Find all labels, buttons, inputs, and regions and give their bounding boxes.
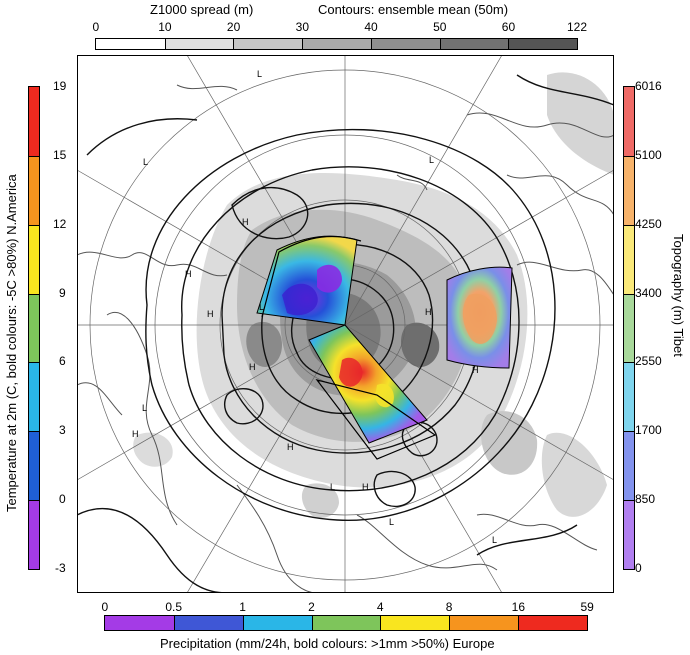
left-ticks-label: 0: [59, 492, 66, 507]
low-pressure-marker: L: [143, 157, 148, 167]
right-bar-segment: [624, 87, 634, 156]
bottom-bar-segment: [105, 616, 174, 630]
high-pressure-marker: H: [207, 309, 214, 319]
top-colorbar: [95, 38, 578, 50]
bottom-ticks-label: 0: [101, 600, 109, 614]
bottom-ticks-label: 59: [580, 600, 594, 614]
left-bar-segment: [29, 500, 39, 569]
top-ticks-label: 10: [158, 20, 172, 34]
top-ticks-label: 0: [92, 20, 100, 34]
right-bar-segment: [624, 500, 634, 569]
bottom-colorbar-ticks: 0 0.5 1 2 4 8 16 59: [0, 600, 690, 616]
right-ticks-label: 3400: [635, 285, 662, 300]
left-ticks-label: 19: [53, 79, 67, 93]
left-bar-segment: [29, 431, 39, 501]
polar-map-svg: L L L L L L L L H H H H H H H H H: [77, 55, 614, 593]
left-ticks-label: 3: [59, 423, 66, 438]
right-ticks-label: 850: [635, 492, 656, 507]
right-ticks-label: 1700: [635, 423, 662, 438]
top-ticks-label: 60: [501, 20, 516, 34]
high-pressure-marker: H: [472, 365, 479, 375]
top-bar-segment: [370, 39, 440, 49]
right-ticks-label: 0: [635, 561, 642, 575]
high-pressure-marker: H: [249, 362, 256, 372]
left-colorbar-label: Temperature at 2m (C, bold colours: -5C …: [4, 174, 19, 512]
right-colorbar-label: Topography (m) Tibet: [671, 234, 686, 357]
right-colorbar-ticks: 6016 5100 4250 3400 2550 1700 850 0: [620, 0, 690, 655]
bottom-ticks-label: 8: [445, 600, 453, 614]
right-bar-segment: [624, 224, 634, 294]
bottom-bar-segment: [242, 616, 312, 630]
tibet-sector: [446, 266, 513, 369]
polar-map: L L L L L L L L H H H H H H H H H: [77, 55, 614, 593]
left-ticks-label: 15: [53, 147, 67, 162]
spread-title: Z1000 spread (m): [150, 2, 254, 17]
top-bar-segment: [164, 39, 234, 49]
low-pressure-marker: L: [142, 403, 147, 413]
top-colorbar-ticks: 0 10 20 30 40 50 60 122: [0, 20, 690, 36]
low-pressure-marker: L: [429, 155, 434, 165]
bottom-bar-segment: [380, 616, 450, 630]
left-colorbar: [28, 86, 40, 570]
top-ticks-label: 20: [226, 20, 241, 34]
high-pressure-marker: H: [132, 429, 139, 439]
sector-outlines: [261, 235, 437, 460]
bottom-bar-segment: [449, 616, 519, 630]
left-bar-segment: [29, 87, 39, 156]
top-ticks-label: 40: [364, 20, 378, 34]
high-pressure-marker: H: [287, 442, 294, 452]
left-ticks-label: 9: [59, 285, 66, 300]
bottom-ticks-label: 2: [308, 600, 315, 614]
right-bar-segment: [624, 431, 634, 501]
bottom-ticks-label: 1: [239, 600, 246, 614]
low-pressure-marker: L: [389, 517, 394, 527]
high-pressure-marker: H: [362, 482, 369, 492]
left-colorbar-ticks: 19 15 12 9 6 3 0 -3: [0, 0, 66, 655]
top-bar-segment: [439, 39, 509, 49]
right-colorbar: [623, 86, 635, 570]
bottom-ticks-label: 0.5: [165, 600, 183, 614]
right-ticks-label: 6016: [635, 79, 662, 93]
top-bar-segment: [508, 39, 577, 49]
top-bar-segment: [96, 39, 165, 49]
top-ticks-label: 122: [567, 20, 588, 34]
bottom-ticks-label: 4: [376, 600, 384, 614]
right-ticks-label: 4250: [635, 216, 662, 231]
right-ticks-label: 5100: [635, 147, 662, 162]
left-ticks-label: 12: [53, 216, 67, 231]
bottom-ticks-label: 16: [511, 600, 525, 614]
right-bar-segment: [624, 362, 634, 432]
left-ticks-label: -3: [55, 561, 66, 575]
coastlines: [77, 84, 614, 593]
low-pressure-marker: L: [259, 302, 264, 312]
bottom-colorbar: [104, 615, 588, 631]
bottom-colorbar-label: Precipitation (mm/24h, bold colours: >1m…: [160, 636, 495, 651]
bottom-bar-segment: [311, 616, 381, 630]
left-bar-segment: [29, 155, 39, 225]
right-ticks-label: 2550: [635, 354, 662, 369]
map-frame: [77, 55, 614, 593]
low-pressure-marker: L: [330, 482, 335, 492]
right-bar-segment: [624, 155, 634, 225]
contours-title: Contours: ensemble mean (50m): [318, 2, 509, 17]
high-pressure-marker: H: [425, 307, 432, 317]
top-ticks-label: 30: [295, 20, 309, 34]
bottom-bar-segment: [518, 616, 587, 630]
top-ticks-label: 50: [433, 20, 447, 34]
high-pressure-marker: H: [185, 269, 192, 279]
right-bar-segment: [624, 293, 634, 363]
left-bar-segment: [29, 224, 39, 294]
left-bar-segment: [29, 293, 39, 363]
left-ticks-label: 6: [59, 354, 66, 369]
pressure-markers: L L L L L L L L H H H H H H H H H: [132, 69, 497, 545]
bottom-bar-segment: [173, 616, 243, 630]
low-pressure-marker: L: [257, 69, 262, 79]
top-bar-segment: [302, 39, 371, 49]
left-bar-segment: [29, 362, 39, 432]
high-pressure-marker: H: [242, 217, 249, 227]
low-pressure-marker: L: [492, 535, 497, 545]
europe-sector: [308, 324, 428, 444]
top-bar-segment: [233, 39, 303, 49]
